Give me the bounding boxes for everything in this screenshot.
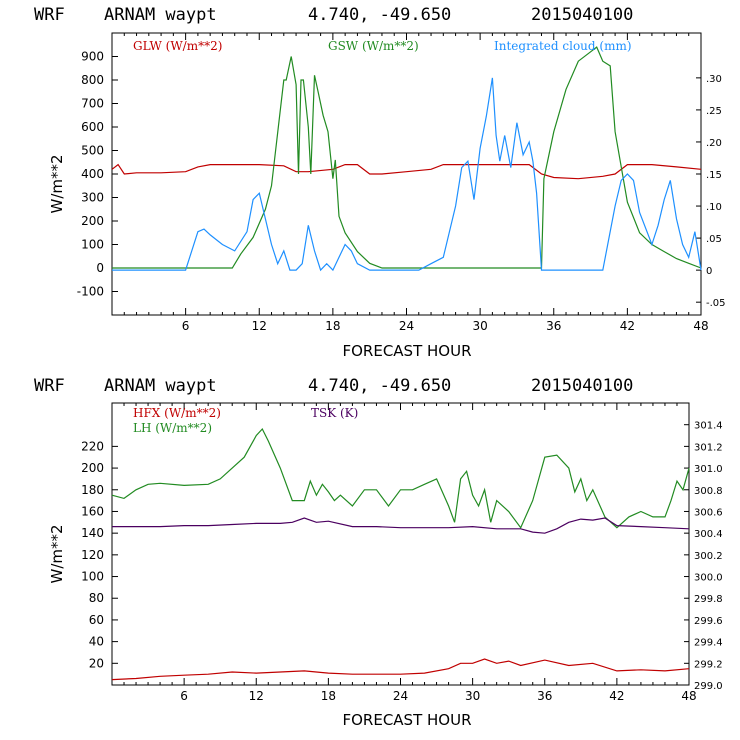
y-tick-label: 60 <box>89 613 104 627</box>
x-tick-label: 18 <box>321 689 336 703</box>
y2-tick-label: .15 <box>706 170 722 181</box>
header-station-2: ARNAM waypt <box>104 376 217 396</box>
y2-tick-label: .30 <box>706 74 722 85</box>
legend-cloud: Integrated cloud (mm) <box>494 39 632 53</box>
y2-tick-label: .10 <box>706 202 722 213</box>
y-tick-label: 120 <box>81 548 104 562</box>
y2-tick-label: .05 <box>706 234 722 245</box>
legend-glw: GLW (W/m**2) <box>133 39 222 53</box>
y2-tick-label: 301.4 <box>694 421 723 432</box>
y2-tick-label: -.05 <box>706 298 726 309</box>
x-tick-label: 24 <box>399 319 414 333</box>
header-coords: 4.740, -49.650 <box>308 5 451 25</box>
y-tick-label: 0 <box>96 261 104 275</box>
x-tick-label: 36 <box>537 689 552 703</box>
x-tick-label: 42 <box>609 689 624 703</box>
y-tick-label: 500 <box>81 144 104 158</box>
x-axis-label-2: FORECAST HOUR <box>342 711 471 729</box>
glw-line <box>111 163 702 180</box>
y2-tick-label: 0 <box>706 266 712 277</box>
y2-tick-label: .20 <box>706 138 722 149</box>
header-date: 2015040100 <box>531 5 633 25</box>
y-tick-label: 800 <box>81 73 104 87</box>
header-coords-2: 4.740, -49.650 <box>308 376 451 396</box>
y-tick-label: 100 <box>81 570 104 584</box>
x-tick-label: 6 <box>180 689 188 703</box>
cloud-line <box>112 77 702 272</box>
y2-tick-label: 299.8 <box>694 594 723 605</box>
x-tick-label: 12 <box>249 689 264 703</box>
x-tick-label: 30 <box>465 689 480 703</box>
x-tick-label: 36 <box>546 319 561 333</box>
legend-hfx: HFX (W/m**2) <box>133 406 221 420</box>
header-model-2: WRF <box>34 376 65 396</box>
lh-line <box>111 427 690 529</box>
tsk-line <box>112 517 690 534</box>
x-axis-label: FORECAST HOUR <box>342 342 471 360</box>
y-tick-label: 220 <box>81 439 104 453</box>
y2-tick-label: 300.2 <box>694 551 723 562</box>
y2-tick-label: .25 <box>706 106 722 117</box>
y2-tick-label: 300.0 <box>694 573 723 584</box>
plot-frame-2 <box>111 402 690 686</box>
y-tick-label: 200 <box>81 214 104 228</box>
header-model: WRF <box>34 5 65 25</box>
panel-top: WRF ARNAM waypt 4.740, -49.650 201504010… <box>34 5 726 360</box>
axes-ticks: 6 12 18 24 30 36 42 48 -100 0 100 200 300 400 500 600 70… <box>77 33 726 333</box>
y-tick-label: -100 <box>77 285 104 299</box>
header-date-2: 2015040100 <box>531 376 633 396</box>
series-lines-2 <box>111 427 690 681</box>
y2-tick-label: 301.0 <box>694 464 723 475</box>
y-tick-label: 900 <box>81 50 104 64</box>
x-tick-label: 30 <box>472 319 487 333</box>
y-tick-label: 200 <box>81 461 104 475</box>
y-axis-label: W/m**2 <box>48 154 66 213</box>
x-tick-label: 12 <box>252 319 267 333</box>
y2-tick-label: 300.8 <box>694 486 723 497</box>
y-tick-label: 300 <box>81 191 104 205</box>
y-axis-label-2: W/m**2 <box>48 524 66 583</box>
x-tick-label: 48 <box>693 319 708 333</box>
axes-ticks-2: 6 12 18 24 30 36 42 48 20 40 60 80 100 120 140 160 180 20… <box>81 403 723 703</box>
y2-tick-label: 299.6 <box>694 616 723 627</box>
y2-tick-label: 299.0 <box>694 681 723 692</box>
y-tick-label: 180 <box>81 483 104 497</box>
y-tick-label: 80 <box>89 591 104 605</box>
y-tick-label: 140 <box>81 526 104 540</box>
y-tick-label: 700 <box>81 97 104 111</box>
panel-bottom: WRF ARNAM waypt 4.740, -49.650 201504010… <box>34 376 723 729</box>
gsw-line <box>112 46 702 269</box>
legend-gsw: GSW (W/m**2) <box>328 39 419 53</box>
y-tick-label: 600 <box>81 120 104 134</box>
y-tick-label: 100 <box>81 238 104 252</box>
legend-lh: LH (W/m**2) <box>133 421 212 435</box>
y-tick-label: 40 <box>89 635 104 649</box>
x-tick-label: 6 <box>182 319 190 333</box>
x-tick-label: 48 <box>681 689 696 703</box>
legend-tsk: TSK (K) <box>311 406 358 420</box>
y2-tick-label: 300.4 <box>694 529 723 540</box>
y-tick-label: 20 <box>89 656 104 670</box>
header-station: ARNAM waypt <box>104 5 217 25</box>
series-lines <box>111 46 702 272</box>
x-tick-label: 18 <box>325 319 340 333</box>
y-tick-label: 160 <box>81 504 104 518</box>
x-tick-label: 42 <box>620 319 635 333</box>
y2-tick-label: 301.2 <box>694 442 723 453</box>
y-tick-label: 400 <box>81 167 104 181</box>
x-tick-label: 24 <box>393 689 408 703</box>
y2-tick-label: 299.4 <box>694 638 723 649</box>
hfx-line <box>111 658 690 681</box>
y2-tick-label: 299.2 <box>694 659 723 670</box>
y2-tick-label: 300.6 <box>694 507 723 518</box>
